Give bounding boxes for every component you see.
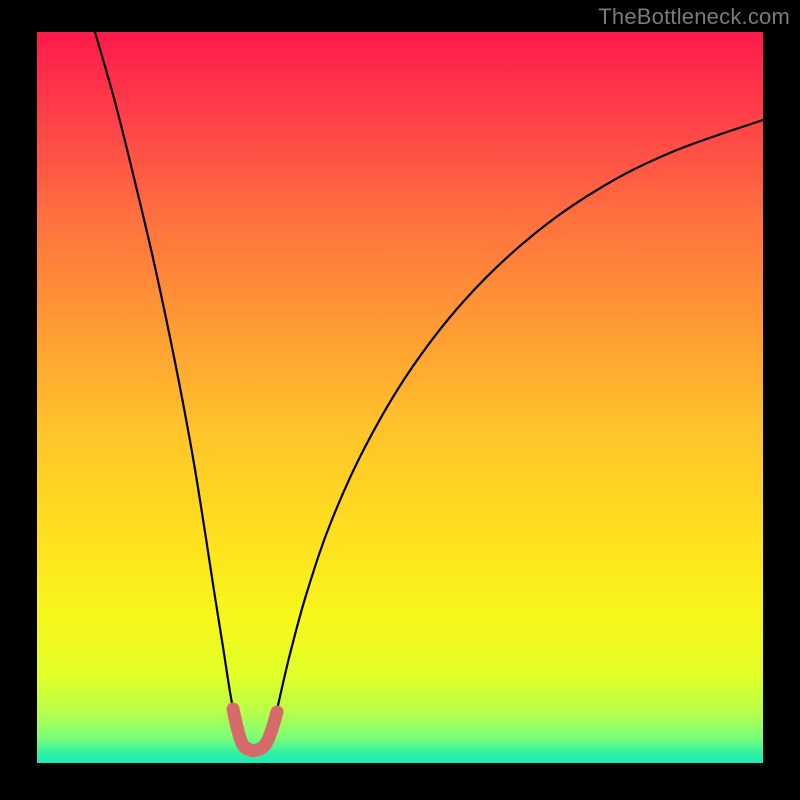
watermark-text: TheBottleneck.com — [598, 4, 790, 30]
plot-area — [37, 32, 763, 763]
bottleneck-curve-right — [274, 120, 763, 724]
bottleneck-curve-left — [95, 32, 236, 724]
curve-layer — [37, 32, 763, 763]
optimal-zone-marker — [233, 709, 277, 751]
